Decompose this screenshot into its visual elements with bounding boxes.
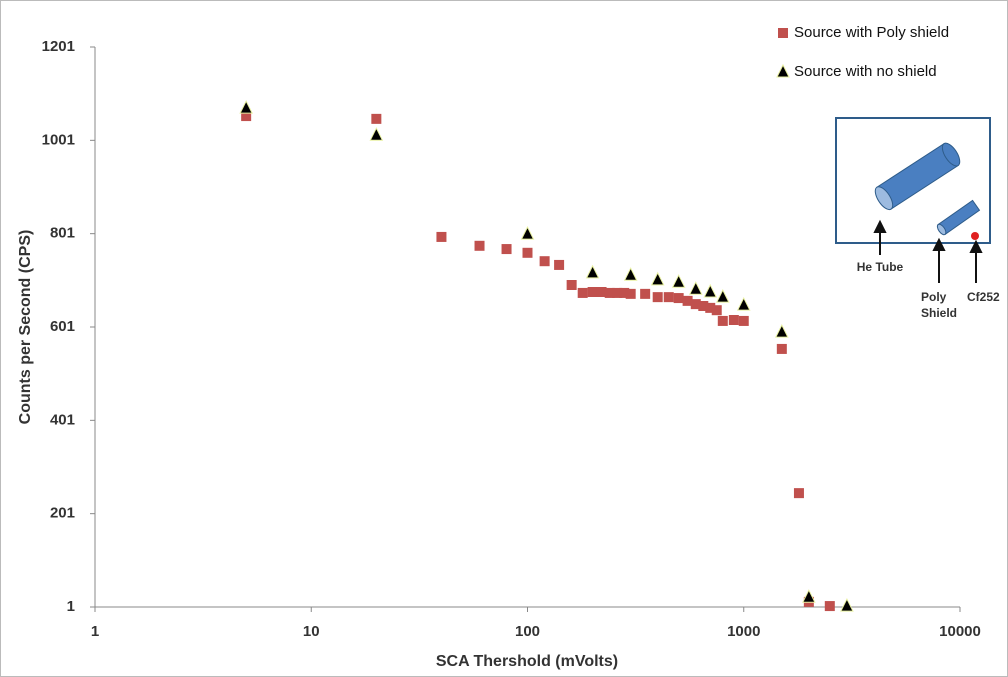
he-tube-shape (874, 142, 961, 211)
triangle-marker (688, 281, 703, 295)
square-marker (738, 315, 749, 326)
square-marker (776, 343, 787, 354)
triangle-marker (802, 589, 816, 603)
triangle-marker (239, 100, 253, 114)
y-tick-label: 401 (50, 411, 75, 428)
y-tick-label: 1 (67, 598, 75, 615)
legend-label: Source with Poly shield (794, 24, 949, 41)
square-marker (577, 287, 588, 298)
square-marker (663, 292, 674, 303)
y-tick-label: 201 (50, 505, 75, 522)
triangle-marker (520, 226, 535, 240)
inset: He Tube Poly Shield Cf252 (835, 117, 1000, 320)
poly-shield-shape (936, 199, 981, 236)
square-marker (717, 315, 728, 326)
square-marker (612, 287, 623, 298)
triangle-marker (715, 289, 730, 303)
square-marker (619, 287, 630, 298)
triangle-marker (671, 274, 686, 288)
triangle-marker (736, 296, 751, 311)
square-marker (474, 240, 485, 251)
inset-label: Shield (921, 306, 957, 320)
square-marker (728, 315, 739, 325)
square-marker (625, 288, 636, 299)
x-tick-label: 1000 (727, 623, 760, 640)
inset-label: Cf252 (967, 290, 1000, 304)
legend-marker (776, 63, 790, 78)
triangle-marker (623, 267, 638, 281)
square-marker (698, 301, 709, 311)
square-marker (241, 111, 252, 122)
legend-marker (778, 28, 788, 38)
y-axis-label: Counts per Second (CPS) (17, 230, 34, 425)
square-marker (711, 305, 722, 316)
square-marker (566, 280, 577, 290)
y-tick-label: 1001 (42, 131, 75, 148)
square-marker (596, 287, 607, 297)
x-axis-label: SCA Thershold (mVolts) (436, 653, 618, 670)
square-marker (682, 295, 693, 306)
x-tick-label: 10 (303, 623, 320, 640)
triangle-marker (650, 271, 665, 286)
square-marker (554, 259, 565, 270)
square-marker (436, 231, 447, 242)
square-marker (640, 288, 651, 299)
square-marker (587, 287, 598, 297)
triangle-marker (703, 283, 718, 298)
arrows (873, 219, 983, 283)
square-marker (673, 293, 684, 304)
x-tick-label: 1 (91, 623, 99, 640)
y-tick-label: 801 (50, 225, 75, 242)
inset-label: Poly (921, 290, 947, 304)
square-marker (501, 244, 512, 255)
square-marker (793, 488, 804, 499)
square-marker (705, 302, 716, 313)
legend-label: Source with no shield (794, 63, 937, 80)
triangle-marker (840, 597, 854, 612)
inset-label: He Tube (857, 260, 904, 274)
triangle-marker (775, 324, 789, 338)
source-dot (971, 232, 979, 240)
square-marker (371, 113, 382, 124)
y-tick-label: 1201 (42, 38, 75, 55)
triangle-marker (369, 127, 384, 141)
y-tick-label: 601 (50, 318, 75, 335)
square-marker (824, 601, 835, 612)
square-marker (522, 247, 533, 258)
triangle-marker (585, 264, 600, 279)
x-tick-label: 100 (515, 623, 540, 640)
x-tick-label: 10000 (939, 623, 981, 640)
square-marker (604, 287, 615, 298)
square-marker (652, 292, 663, 303)
square-marker (690, 299, 701, 310)
square-marker (539, 256, 550, 267)
